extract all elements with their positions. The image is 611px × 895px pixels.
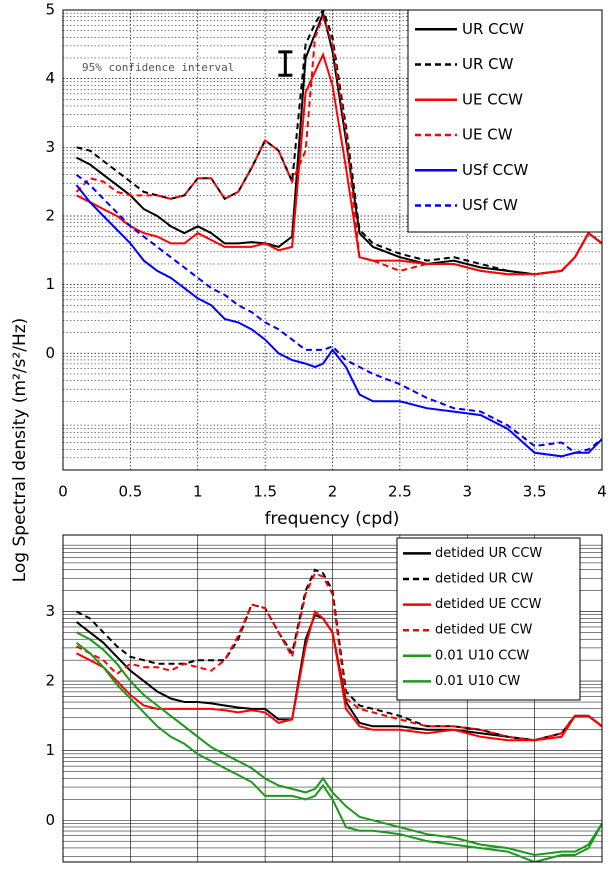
legend-label: detided UE CCW (435, 597, 542, 612)
panel: 0 1 2 3 4 5 0 0.5 1 1.5 2 2.5 3 3.5 4 UR CCW UR CW UE CCW… (45, 1, 606, 501)
legend-label: 0.01 U10 CCW (435, 648, 529, 663)
y-tick-label: 2 (45, 672, 55, 690)
y-axis-label: Log Spectral density (m²/s²/Hz) (10, 318, 30, 583)
legend-label: UR CCW (462, 20, 524, 38)
series-line (76, 10, 602, 276)
legend-label: USf CCW (462, 161, 528, 179)
x-tick-label: 2 (328, 483, 338, 501)
y-tick-label: 5 (45, 1, 55, 19)
y-tick-label: 1 (45, 275, 55, 293)
x-tick-label: 0.5 (118, 483, 142, 501)
legend-label: UE CW (462, 126, 513, 144)
series-line (76, 572, 602, 742)
series-line (76, 609, 602, 742)
x-tick-label: 1.5 (253, 483, 277, 501)
y-tick-label: 1 (45, 741, 55, 759)
series-line (76, 10, 602, 276)
legend-label: detided UR CCW (435, 546, 542, 561)
y-tick-label: 2 (45, 206, 55, 224)
x-axis-label: frequency (cpd) (265, 509, 400, 529)
legend-label: detided UE CW (435, 623, 533, 638)
y-tick-label: 4 (45, 69, 55, 87)
annotation: 95% confidence interval (82, 61, 234, 74)
legend-label: USf CW (462, 196, 518, 214)
plot-frame (62, 9, 603, 471)
legend-label: detided UR CW (435, 572, 533, 587)
legend-label: UE CCW (462, 90, 523, 108)
x-tick-label: 4 (597, 483, 607, 501)
y-tick-label: 0 (45, 811, 55, 829)
legend-label: 0.01 U10 CW (435, 674, 520, 689)
series-line (75, 174, 602, 454)
legend-box (396, 537, 581, 701)
x-tick-label: 2.5 (388, 483, 412, 501)
x-tick-label: 3 (462, 483, 472, 501)
confidence-bar (278, 50, 293, 77)
y-tick-label: 3 (45, 602, 55, 620)
legend-label: UR CW (462, 55, 514, 73)
series-line (76, 631, 602, 857)
y-tick-label: 3 (45, 138, 55, 156)
panel: 0 1 2 3 detided UR CCW detided UR CW detided U… (45, 534, 603, 863)
x-tick-label: 0 (58, 483, 68, 501)
plot-frame (62, 534, 603, 863)
x-tick-label: 1 (193, 483, 203, 501)
legend-box (407, 9, 603, 233)
y-tick-label: 0 (45, 344, 55, 362)
series-line (75, 184, 602, 458)
series-line (75, 14, 602, 276)
x-tick-label: 3.5 (523, 483, 547, 501)
series-line (75, 642, 602, 862)
